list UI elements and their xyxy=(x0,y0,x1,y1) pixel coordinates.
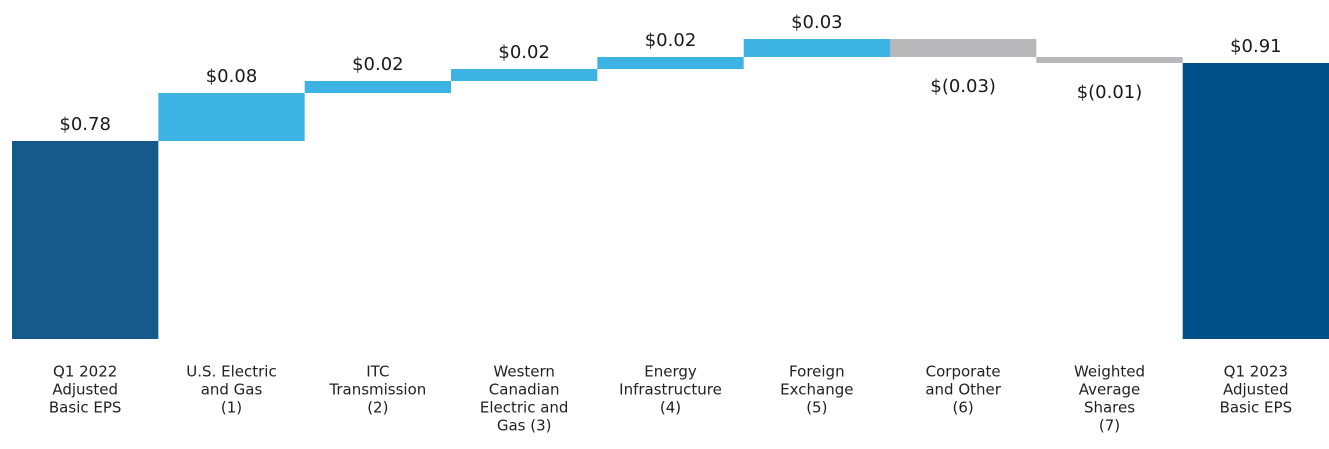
x-tick-label: Weighted xyxy=(1074,363,1145,381)
x-tick-label: and Gas xyxy=(201,381,263,399)
value-label: $0.02 xyxy=(498,42,550,63)
x-tick-label: (6) xyxy=(953,399,974,417)
x-tick-label: Infrastructure xyxy=(619,381,722,399)
x-tick-label: (1) xyxy=(221,399,242,417)
x-tick-label: Gas (3) xyxy=(497,417,552,435)
x-tick-label: Basic EPS xyxy=(49,399,122,417)
value-label: $0.02 xyxy=(645,30,697,51)
x-tick-label: Basic EPS xyxy=(1220,399,1293,417)
x-tick-label: Q1 2023 xyxy=(1224,363,1288,381)
x-tick-label: Electric and xyxy=(480,399,569,417)
bar xyxy=(1182,63,1329,339)
x-tick-label: Adjusted xyxy=(1223,381,1289,399)
x-tick-label: (2) xyxy=(367,399,388,417)
bar xyxy=(451,69,598,81)
x-tick-label: Corporate xyxy=(926,363,1001,381)
value-label: $0.03 xyxy=(791,12,843,33)
x-tick-label: Energy xyxy=(644,363,697,381)
x-tick-label: Western xyxy=(493,363,555,381)
x-tick-label: (4) xyxy=(660,399,681,417)
bar xyxy=(12,141,159,339)
x-tick-label: ITC xyxy=(366,363,389,381)
x-tick-label: Average xyxy=(1079,381,1141,399)
x-tick-label: Q1 2022 xyxy=(53,363,117,381)
x-tick-label: Foreign xyxy=(789,363,845,381)
x-tick-label: Transmission xyxy=(328,381,426,399)
x-tick-label: Exchange xyxy=(780,381,853,399)
x-tick-label: Canadian xyxy=(489,381,560,399)
x-tick-label: Shares xyxy=(1084,399,1135,417)
value-label: $0.91 xyxy=(1230,36,1282,57)
bar xyxy=(1036,57,1183,63)
bar xyxy=(597,57,744,69)
value-label: $0.02 xyxy=(352,54,404,75)
x-tick-label: (5) xyxy=(806,399,827,417)
value-label: $0.08 xyxy=(206,66,258,87)
x-tick-label: U.S. Electric xyxy=(186,363,276,381)
value-label: $(0.03) xyxy=(930,76,996,97)
bar xyxy=(743,39,890,57)
bar xyxy=(890,39,1037,57)
value-label: $0.78 xyxy=(59,114,111,135)
value-label: $(0.01) xyxy=(1077,82,1143,103)
bar xyxy=(158,93,305,141)
x-tick-label: (7) xyxy=(1099,417,1120,435)
x-tick-label: Adjusted xyxy=(52,381,118,399)
x-tick-label: and Other xyxy=(925,381,1001,399)
bar xyxy=(304,81,451,93)
